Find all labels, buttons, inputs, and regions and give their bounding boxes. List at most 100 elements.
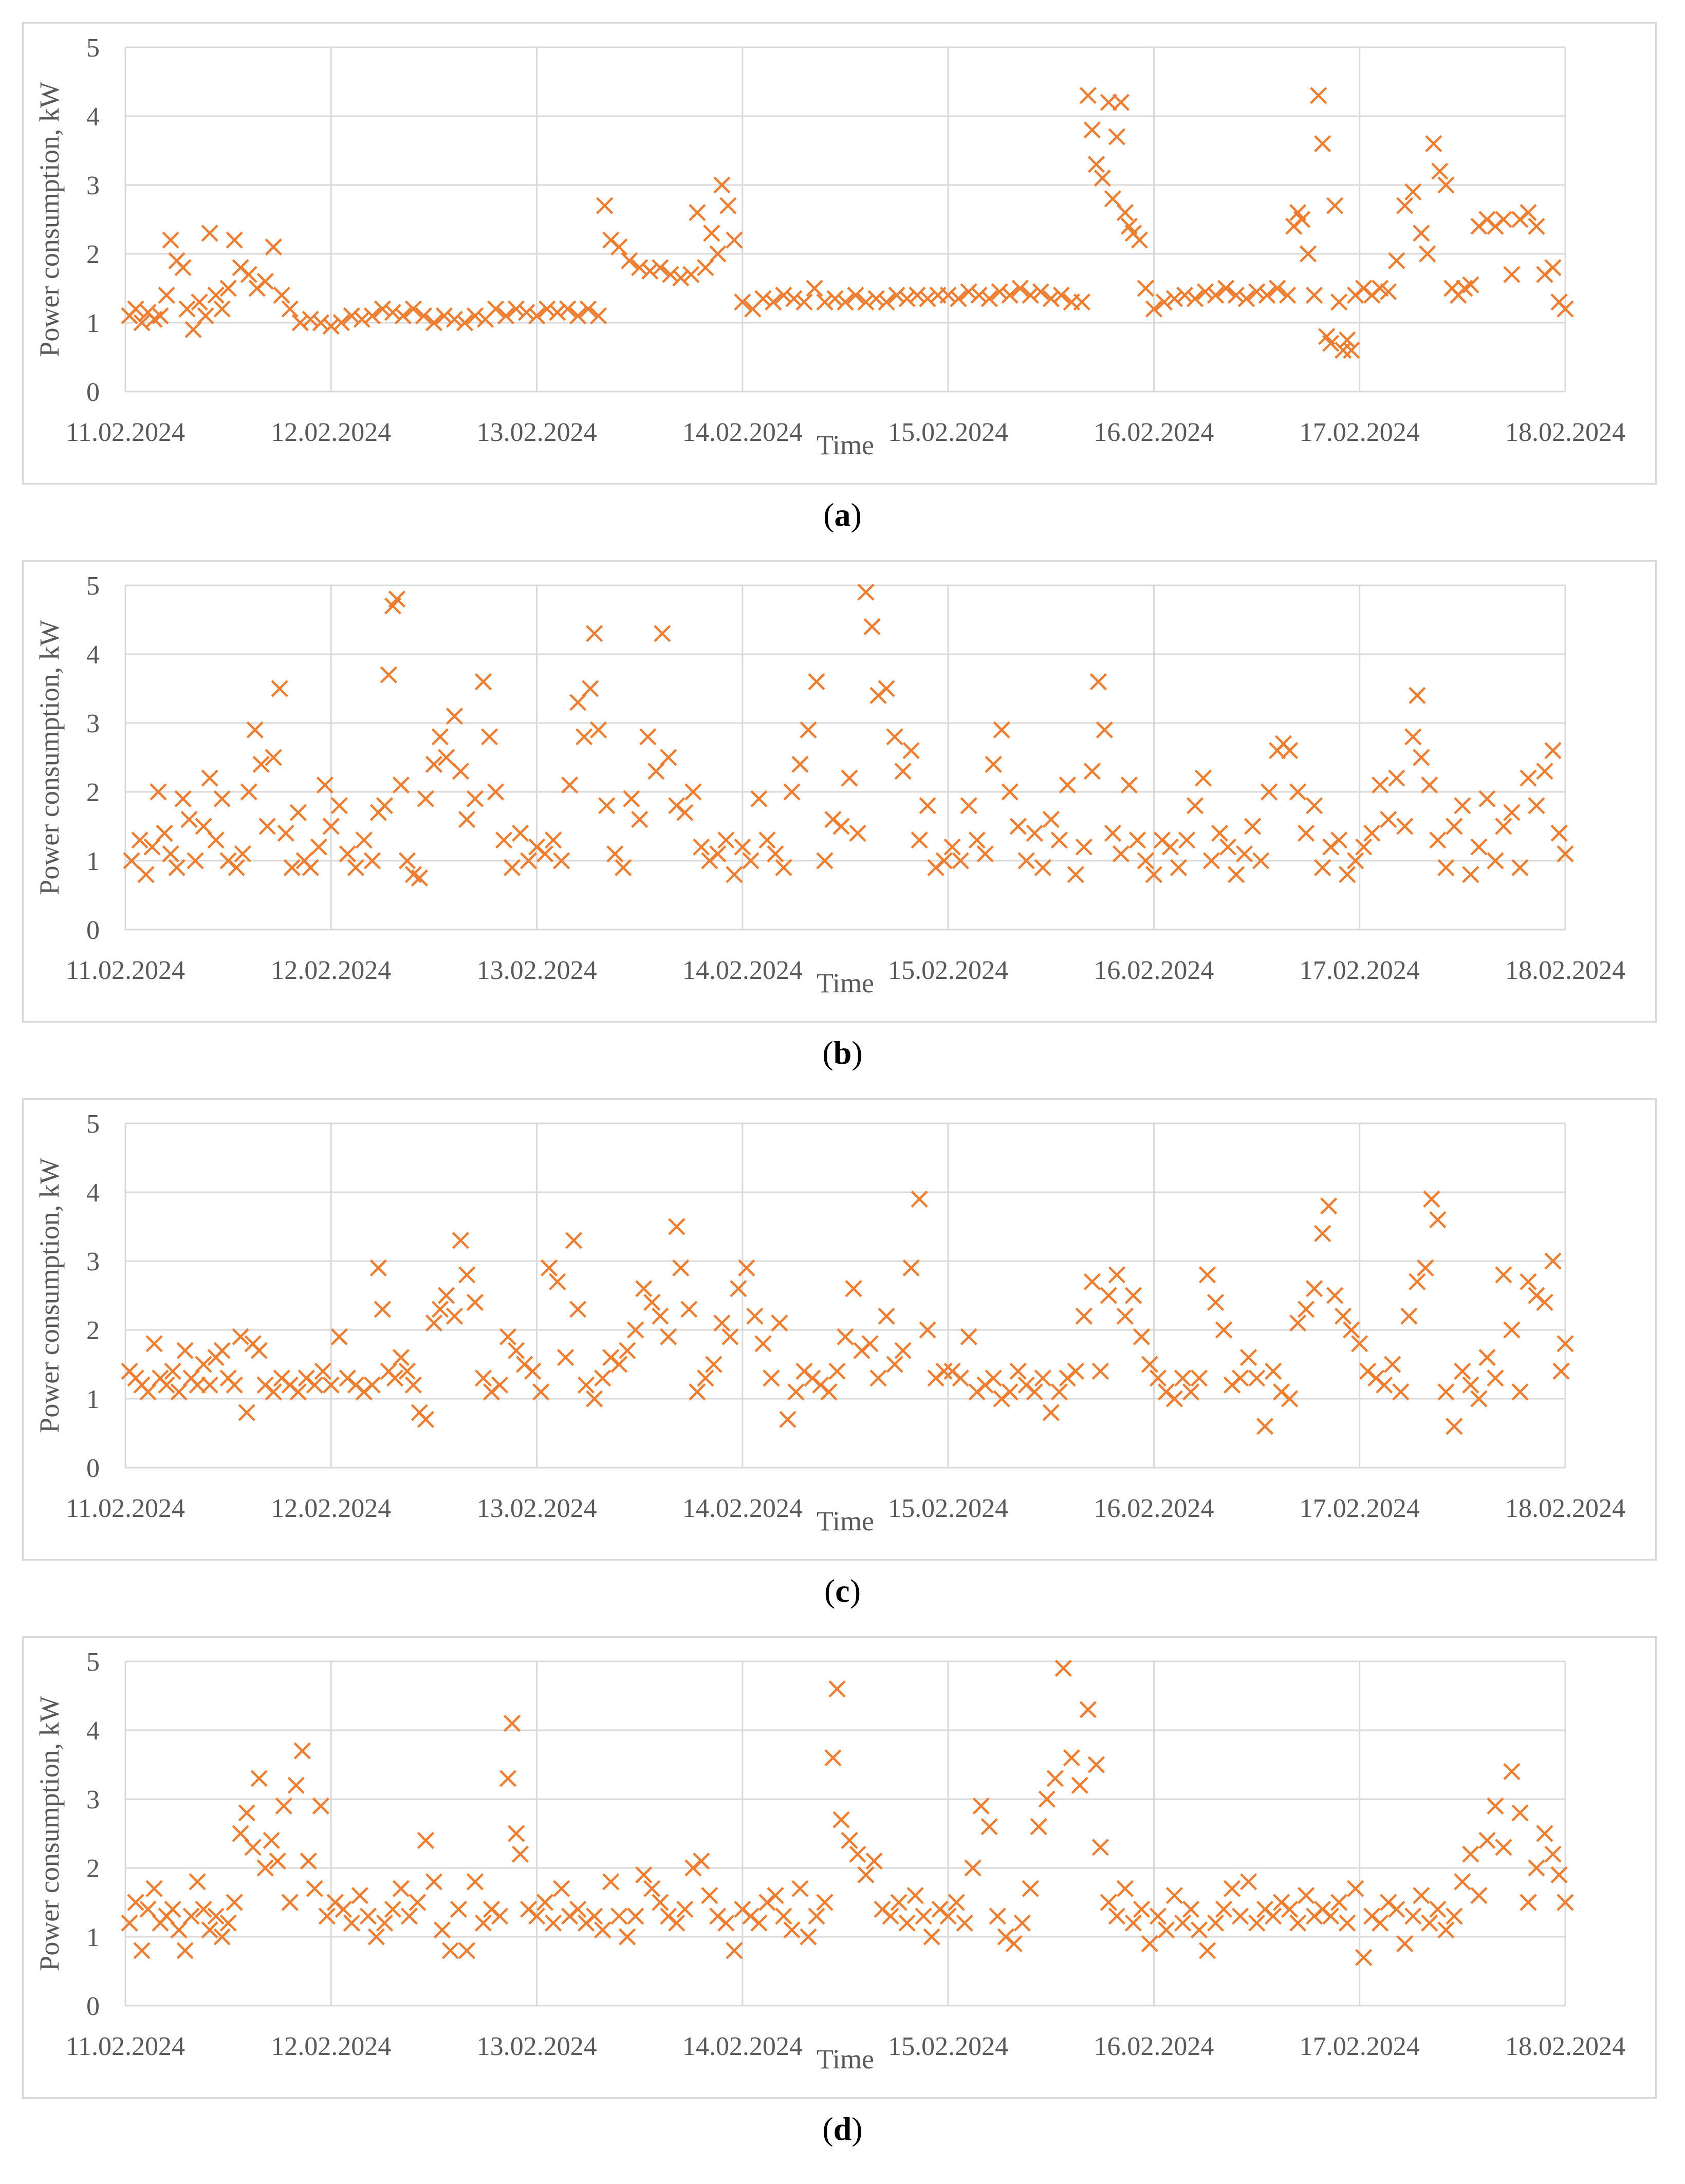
- data-point: [1421, 1914, 1438, 1932]
- data-point: [499, 1328, 517, 1345]
- data-point: [219, 280, 237, 297]
- data-point: [1536, 763, 1553, 780]
- data-point: [956, 1914, 973, 1932]
- data-point: [775, 286, 792, 304]
- data-point: [1239, 1349, 1257, 1366]
- data-point: [919, 797, 936, 815]
- data-point: [201, 769, 218, 787]
- data-point: [226, 1376, 243, 1394]
- data-point: [207, 1908, 225, 1925]
- data-point: [1112, 94, 1129, 111]
- data-point: [474, 673, 492, 691]
- data-point: [540, 1259, 558, 1276]
- data-point: [594, 1369, 612, 1387]
- data-point: [1207, 286, 1225, 304]
- data-point: [1022, 1880, 1039, 1897]
- data-point: [1330, 293, 1348, 311]
- data-point: [1108, 1266, 1125, 1284]
- data-point: [332, 314, 350, 331]
- data-point: [1248, 283, 1266, 301]
- data-point: [826, 290, 844, 307]
- data-point: [281, 300, 299, 318]
- data-point: [800, 721, 817, 738]
- y-tick-label: 0: [86, 1454, 100, 1483]
- data-point: [1355, 838, 1373, 856]
- data-point: [433, 1921, 451, 1939]
- data-point: [935, 1362, 953, 1380]
- data-point: [265, 238, 282, 256]
- data-point: [528, 307, 546, 325]
- y-tick-label: 5: [86, 571, 100, 601]
- data-point: [491, 1376, 509, 1394]
- data-point: [1223, 1880, 1241, 1897]
- data-point: [1404, 183, 1422, 200]
- data-point: [411, 869, 428, 887]
- data-point: [660, 749, 677, 766]
- scatter-chart-d: 0 1 2 3 4 5 11.02.2024 12.02.2024 13.02.2024 14.0…: [34, 1648, 1625, 2075]
- data-point: [1396, 818, 1414, 835]
- x-tick-label: 12.02.2024: [271, 418, 391, 447]
- data-point: [139, 1383, 157, 1401]
- data-point: [293, 1742, 311, 1760]
- data-point: [277, 824, 294, 842]
- data-point: [1495, 818, 1512, 835]
- data-point: [1215, 1900, 1233, 1918]
- data-point: [314, 1362, 331, 1380]
- data-point: [750, 1914, 768, 1932]
- data-point: [207, 286, 225, 304]
- data-point: [808, 673, 825, 691]
- data-point: [306, 1880, 323, 1897]
- data-point: [867, 290, 885, 307]
- data-point: [1207, 1914, 1225, 1932]
- data-point: [1462, 1376, 1479, 1394]
- data-point: [915, 1908, 932, 1925]
- data-point: [316, 776, 334, 794]
- x-tick-label: 15.02.2024: [888, 956, 1008, 985]
- data-point: [1108, 128, 1125, 145]
- data-point: [1075, 838, 1093, 856]
- data-point: [713, 1315, 731, 1332]
- data-point: [549, 304, 566, 321]
- data-point: [734, 838, 751, 856]
- data-point: [1511, 859, 1529, 876]
- data-point: [837, 1328, 854, 1345]
- data-point: [1520, 1894, 1537, 1911]
- data-point: [1413, 225, 1430, 242]
- data-point: [415, 307, 433, 325]
- data-point: [1376, 1376, 1393, 1394]
- data-point: [594, 1921, 612, 1939]
- data-point: [738, 1259, 755, 1276]
- data-point: [435, 307, 453, 325]
- data-point: [1289, 783, 1307, 801]
- data-point: [697, 259, 714, 276]
- data-point: [1269, 280, 1286, 297]
- data-point: [1289, 1315, 1307, 1332]
- data-point: [775, 1908, 792, 1925]
- data-point: [1388, 1900, 1405, 1918]
- data-point: [559, 300, 577, 318]
- data-point: [948, 1894, 965, 1911]
- y-tick-label: 4: [86, 1178, 100, 1208]
- data-point: [394, 307, 412, 325]
- data-point: [1429, 831, 1447, 849]
- data-point: [150, 783, 167, 801]
- data-point: [343, 307, 360, 325]
- data-point: [417, 1831, 435, 1849]
- x-axis-title: Time: [817, 430, 874, 460]
- data-point: [726, 231, 743, 249]
- data-point: [495, 831, 513, 849]
- data-point: [511, 1845, 529, 1863]
- data-point: [425, 755, 443, 773]
- data-point: [582, 680, 599, 697]
- data-point: [404, 1376, 422, 1394]
- data-point: [758, 831, 776, 849]
- data-point: [246, 721, 264, 738]
- data-point: [785, 290, 803, 307]
- data-point: [265, 1383, 282, 1401]
- data-point: [976, 845, 994, 863]
- data-point: [1104, 824, 1121, 842]
- data-point: [1446, 1418, 1463, 1435]
- caption-label-a: a: [834, 496, 851, 533]
- data-point: [1298, 824, 1315, 842]
- data-point: [145, 1880, 163, 1897]
